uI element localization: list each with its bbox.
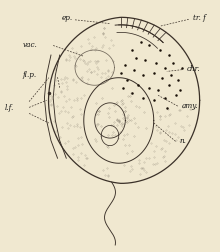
Text: vac.: vac. (23, 41, 37, 49)
Text: chr.: chr. (187, 65, 200, 73)
Text: fl.p.: fl.p. (23, 71, 37, 79)
Text: l.f.: l.f. (5, 104, 14, 112)
Text: ep.: ep. (62, 14, 73, 21)
Text: amy.: amy. (182, 101, 199, 109)
Text: tr. f: tr. f (193, 14, 206, 21)
Text: n.: n. (180, 136, 187, 144)
